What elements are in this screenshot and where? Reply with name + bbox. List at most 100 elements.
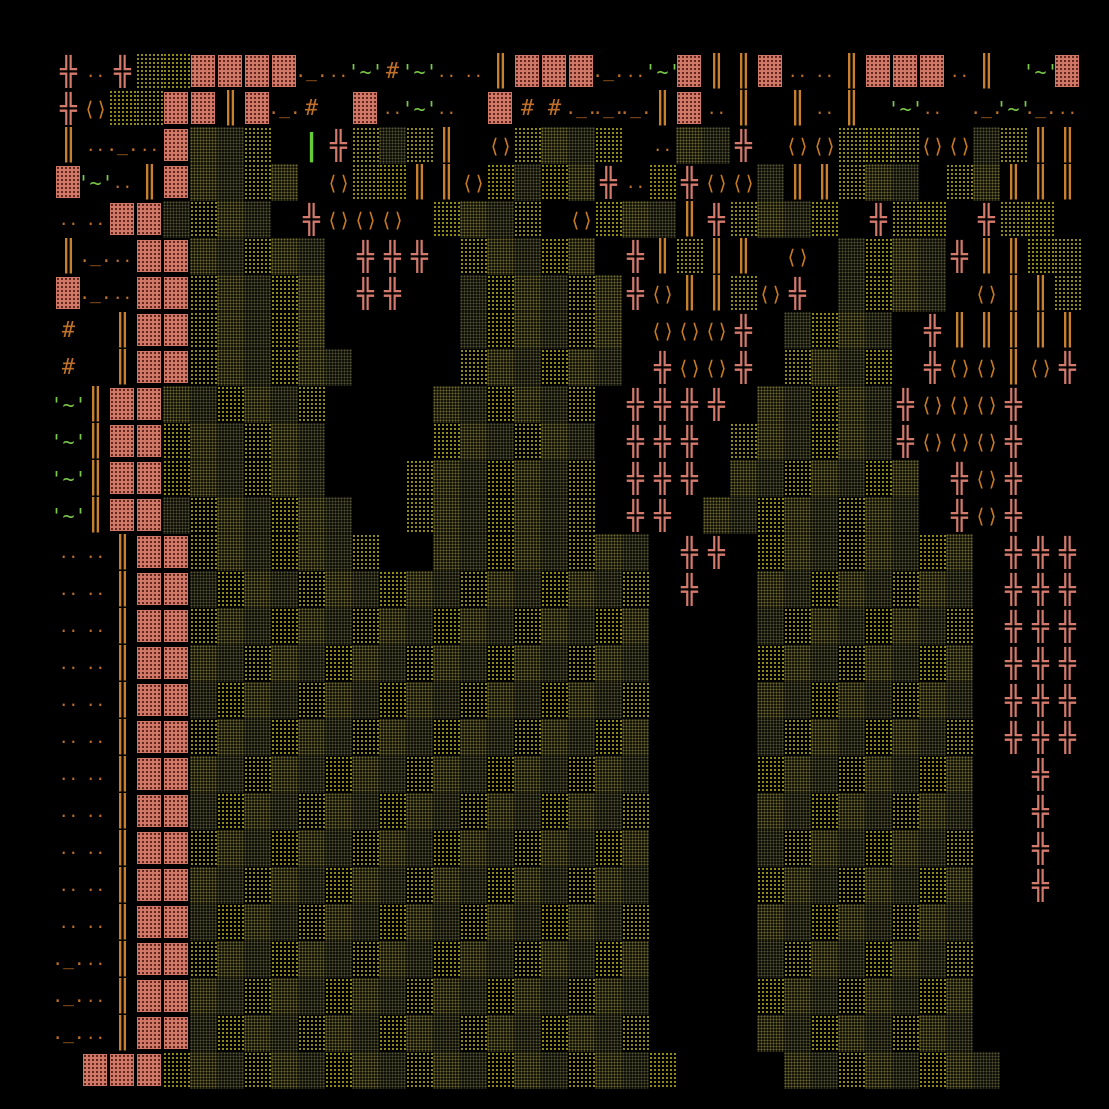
fence-icon: ║ bbox=[113, 349, 132, 385]
tree-icon: ╬ bbox=[627, 239, 644, 273]
pebble-icon: .. bbox=[58, 209, 79, 229]
grass-tile bbox=[919, 904, 946, 941]
bush-icon: ⟨⟩ bbox=[569, 207, 594, 232]
grass-tile bbox=[487, 423, 514, 460]
grass-tile bbox=[838, 460, 865, 497]
grass-tile bbox=[514, 423, 541, 460]
grass-tile bbox=[811, 867, 838, 904]
grass-tile bbox=[433, 571, 460, 608]
ground-tile bbox=[298, 164, 325, 201]
ground-tile bbox=[1000, 904, 1027, 941]
tree-icon: ╬ bbox=[1059, 683, 1076, 717]
grass-tile bbox=[784, 941, 811, 978]
ground-tile bbox=[352, 312, 379, 349]
pebble-icon: .. bbox=[1057, 98, 1078, 118]
grass-tile bbox=[541, 867, 568, 904]
wall-tile bbox=[137, 758, 161, 790]
grass-tile bbox=[406, 645, 433, 682]
grass-tile bbox=[487, 386, 514, 423]
grass-tile bbox=[892, 867, 919, 904]
ground-tile bbox=[730, 645, 757, 682]
grass-tile bbox=[460, 571, 487, 608]
ground-tile bbox=[595, 497, 622, 534]
grass-tile bbox=[352, 830, 379, 867]
ground-tile bbox=[406, 312, 433, 349]
tree-icon: ╬ bbox=[870, 202, 887, 236]
grass-tile bbox=[163, 53, 190, 90]
grass-tile bbox=[784, 904, 811, 941]
ground-tile bbox=[973, 756, 1000, 793]
pebble-icon: .. bbox=[58, 653, 79, 673]
grass-tile bbox=[541, 534, 568, 571]
grass-tile bbox=[190, 275, 217, 312]
wall-tile bbox=[164, 1017, 188, 1049]
wall-tile bbox=[137, 721, 161, 753]
grass-tile bbox=[757, 682, 784, 719]
grass-tile bbox=[568, 534, 595, 571]
grass-tile bbox=[406, 1015, 433, 1052]
pebble-icon: .. bbox=[85, 912, 106, 932]
grass-tile bbox=[298, 460, 325, 497]
grass-tile bbox=[487, 682, 514, 719]
grass-tile bbox=[190, 571, 217, 608]
pebble-icon: .. bbox=[85, 542, 106, 562]
grass-tile bbox=[622, 756, 649, 793]
grass-tile bbox=[244, 386, 271, 423]
grass-tile bbox=[244, 312, 271, 349]
tree-icon: ╬ bbox=[735, 350, 752, 384]
ground-tile bbox=[1054, 941, 1081, 978]
ground-tile bbox=[676, 978, 703, 1015]
pebble-icon: .. bbox=[58, 542, 79, 562]
wall-tile bbox=[137, 610, 161, 642]
fence-icon: ║ bbox=[680, 275, 699, 311]
grass-tile bbox=[973, 164, 1000, 201]
ground-tile bbox=[730, 608, 757, 645]
ground-tile bbox=[730, 904, 757, 941]
grass-tile bbox=[406, 1052, 433, 1089]
ground-tile bbox=[649, 1015, 676, 1052]
grass-tile bbox=[892, 571, 919, 608]
grass-tile bbox=[271, 904, 298, 941]
grass-tile bbox=[784, 756, 811, 793]
grass-tile bbox=[541, 830, 568, 867]
grass-tile bbox=[352, 534, 379, 571]
grass-tile bbox=[541, 1052, 568, 1089]
grass-tile bbox=[325, 756, 352, 793]
grass-tile bbox=[433, 608, 460, 645]
ground-tile bbox=[1054, 793, 1081, 830]
grass-tile bbox=[973, 127, 1000, 164]
grass-tile bbox=[622, 608, 649, 645]
ground-tile bbox=[703, 941, 730, 978]
grass-tile bbox=[271, 1015, 298, 1052]
grass-tile bbox=[244, 608, 271, 645]
grass-tile bbox=[541, 164, 568, 201]
grass-tile bbox=[271, 423, 298, 460]
wall-tile bbox=[164, 980, 188, 1012]
grass-tile bbox=[217, 164, 244, 201]
ground-tile bbox=[622, 349, 649, 386]
grass-tile bbox=[433, 423, 460, 460]
pebble-icon: .. bbox=[58, 838, 79, 858]
grass-tile bbox=[460, 830, 487, 867]
grass-tile bbox=[406, 978, 433, 1015]
grass-tile bbox=[514, 978, 541, 1015]
grass-tile bbox=[865, 275, 892, 312]
pebble-icon: .. bbox=[85, 653, 106, 673]
pebble-icon: .. bbox=[382, 98, 403, 118]
grass-tile bbox=[595, 793, 622, 830]
tree-icon: ╬ bbox=[924, 313, 941, 347]
grass-tile bbox=[892, 460, 919, 497]
empty-tile bbox=[55, 1052, 82, 1089]
grass-tile bbox=[433, 497, 460, 534]
wall-tile bbox=[191, 92, 215, 124]
grass-tile bbox=[892, 1015, 919, 1052]
ground-tile bbox=[1054, 867, 1081, 904]
grass-tile bbox=[946, 867, 973, 904]
ground-tile bbox=[1000, 1052, 1027, 1089]
grass-tile bbox=[298, 238, 325, 275]
grass-tile bbox=[541, 608, 568, 645]
grass-tile bbox=[217, 571, 244, 608]
grass-tile bbox=[217, 1015, 244, 1052]
ground-tile bbox=[649, 793, 676, 830]
